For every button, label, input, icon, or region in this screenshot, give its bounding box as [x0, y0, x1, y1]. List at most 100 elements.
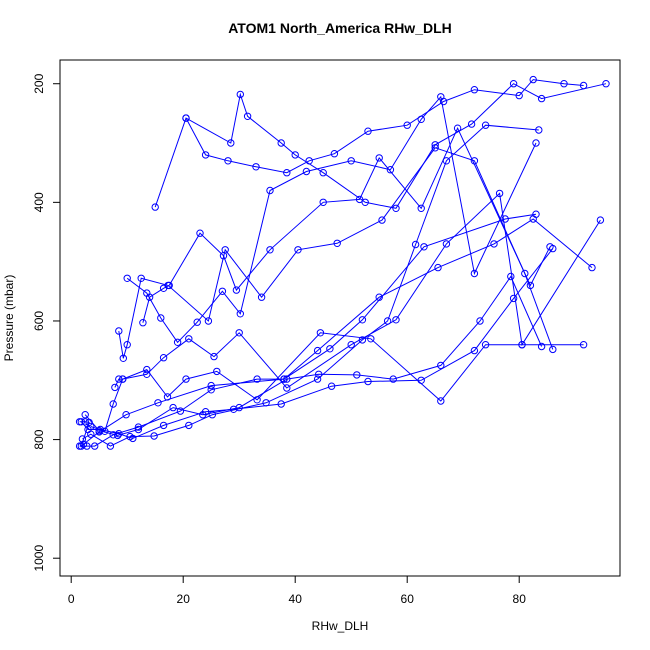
data-point [319, 169, 327, 177]
data-point [123, 274, 131, 282]
series-line [82, 124, 539, 447]
data-point [431, 141, 439, 149]
data-point [143, 365, 151, 374]
data-point [243, 112, 252, 121]
data-point [476, 317, 484, 325]
x-tick-label: 20 [177, 592, 191, 606]
data-point [253, 396, 261, 404]
data-point [159, 421, 168, 430]
series-5 [81, 272, 546, 440]
data-point [207, 386, 215, 394]
data-point [235, 403, 243, 412]
series-8 [115, 144, 557, 362]
data-point [122, 411, 130, 419]
series-line [84, 275, 543, 436]
data-point [253, 375, 261, 383]
data-point [169, 403, 177, 412]
x-axis-label: RHw_DLH [312, 619, 369, 633]
data-point [143, 289, 151, 297]
series-10 [123, 93, 540, 346]
data-point [579, 341, 588, 349]
series-group [75, 75, 610, 450]
data-point [358, 316, 367, 324]
data-point [134, 425, 143, 434]
data-point [119, 354, 128, 362]
data-point [139, 319, 147, 327]
x-tick-label: 80 [513, 592, 527, 606]
data-point [182, 114, 190, 122]
series-line [142, 127, 551, 323]
data-point [392, 204, 400, 213]
data-point [532, 139, 540, 147]
data-point [420, 243, 428, 251]
data-point [490, 240, 498, 248]
series-line [114, 192, 601, 389]
data-point [509, 294, 518, 303]
data-point [199, 411, 207, 419]
data-point [305, 157, 313, 165]
data-point [529, 75, 537, 84]
data-point [437, 397, 445, 405]
data-point [411, 240, 420, 249]
y-tick-label: 600 [32, 311, 46, 331]
series-7 [111, 189, 605, 392]
data-point [173, 338, 182, 346]
data-point [165, 281, 173, 290]
data-point [185, 335, 193, 343]
data-point [154, 399, 162, 407]
series-2 [75, 215, 596, 450]
y-axis-label: Pressure (mbar) [2, 275, 16, 362]
data-point [210, 352, 218, 361]
data-point [507, 272, 515, 281]
x-tick-label: 60 [401, 592, 415, 606]
data-point [355, 195, 364, 204]
data-point [159, 354, 168, 362]
data-point [509, 80, 518, 88]
series-12 [182, 75, 588, 177]
data-point [236, 310, 245, 318]
data-point [313, 346, 322, 355]
data-point [537, 94, 546, 103]
data-point [115, 375, 123, 383]
series-line [185, 79, 584, 174]
data-point [77, 418, 86, 426]
data-point [602, 80, 610, 88]
data-point [392, 316, 400, 324]
data-point [232, 286, 241, 294]
data-point [560, 80, 568, 88]
data-point [319, 198, 327, 207]
data-point [515, 91, 523, 100]
data-point [417, 204, 425, 213]
series-line [79, 218, 593, 447]
data-point [537, 342, 546, 351]
data-point [75, 442, 84, 450]
data-point [111, 383, 119, 392]
data-point [521, 269, 529, 278]
series-6 [87, 329, 588, 435]
data-point [403, 121, 411, 129]
data-point [470, 86, 479, 94]
data-point [439, 97, 448, 106]
data-point [535, 126, 543, 134]
data-point [218, 287, 227, 295]
data-point [353, 371, 361, 379]
data-point [159, 284, 168, 292]
data-point [129, 434, 137, 443]
data-point [227, 139, 235, 147]
data-point [495, 189, 504, 198]
y-tick-label: 400 [32, 192, 46, 212]
data-point [470, 269, 479, 278]
data-point [224, 157, 232, 165]
data-point [163, 393, 172, 401]
chart-title: ATOM1 North_America RHw_DLH [228, 20, 452, 36]
data-point [78, 435, 87, 443]
data-point [182, 375, 190, 383]
data-point [361, 198, 369, 207]
series-line [126, 95, 537, 344]
series-4 [77, 244, 557, 443]
data-point [596, 216, 605, 224]
data-point [91, 442, 99, 450]
data-point [434, 263, 442, 272]
data-point [375, 293, 383, 301]
